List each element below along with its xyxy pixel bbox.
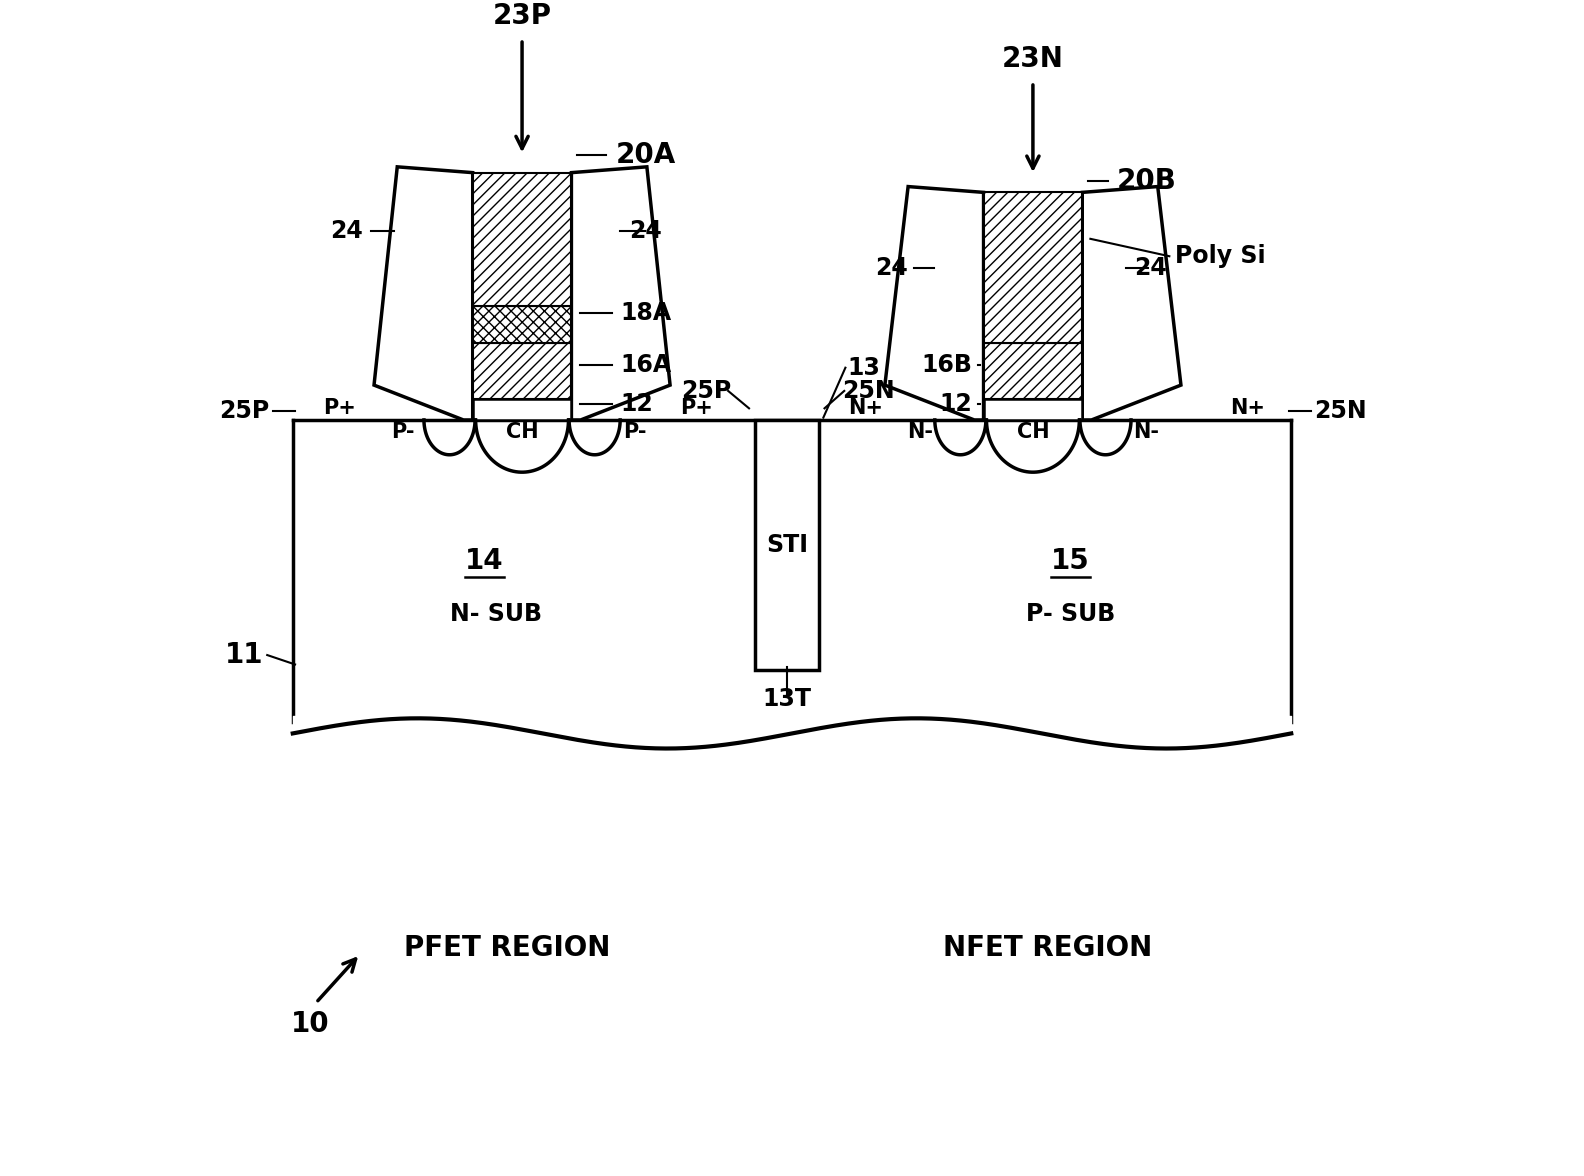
Text: 13T: 13T (762, 687, 811, 710)
Text: 12: 12 (939, 392, 973, 415)
Bar (472, 306, 572, 343)
Text: 25N: 25N (843, 379, 895, 403)
Text: 24: 24 (1134, 256, 1167, 280)
Bar (984, 193, 1082, 343)
Text: 24: 24 (629, 219, 662, 242)
Text: N-: N- (906, 421, 933, 441)
Bar (984, 399, 1082, 420)
Text: 11: 11 (225, 641, 263, 669)
Text: N- SUB: N- SUB (450, 602, 542, 627)
Text: 25P: 25P (219, 399, 269, 422)
Text: N+: N+ (1229, 399, 1264, 419)
Text: P+: P+ (323, 399, 356, 419)
Text: CH: CH (1017, 421, 1049, 441)
Text: P- SUB: P- SUB (1026, 602, 1115, 627)
Text: 14: 14 (466, 547, 504, 575)
Text: 25P: 25P (681, 379, 732, 403)
Text: N+: N+ (847, 399, 882, 419)
Text: 23N: 23N (1003, 45, 1064, 73)
Text: P+: P+ (681, 399, 713, 419)
Text: 12: 12 (621, 392, 653, 415)
Polygon shape (1082, 187, 1182, 420)
Text: NFET REGION: NFET REGION (942, 934, 1152, 962)
Text: PFET REGION: PFET REGION (404, 934, 611, 962)
Text: 24: 24 (329, 219, 363, 242)
Bar (472, 343, 572, 399)
Text: P-: P- (624, 421, 646, 441)
Bar (472, 399, 572, 420)
Text: 20B: 20B (1117, 167, 1177, 195)
Text: 20A: 20A (616, 141, 676, 169)
Text: STI: STI (765, 533, 808, 556)
Bar (984, 343, 1082, 399)
Text: 15: 15 (1052, 547, 1090, 575)
Text: Poly Si: Poly Si (1175, 245, 1266, 268)
Text: 16B: 16B (920, 353, 973, 377)
Bar (472, 173, 572, 306)
Polygon shape (885, 187, 984, 420)
Text: 18A: 18A (621, 301, 672, 325)
Text: N-: N- (1133, 421, 1159, 441)
Bar (756, 420, 819, 669)
Text: CH: CH (505, 421, 539, 441)
Text: 23P: 23P (493, 2, 551, 29)
Polygon shape (374, 167, 472, 420)
Text: 13: 13 (847, 355, 881, 380)
Text: 25N: 25N (1315, 399, 1367, 422)
Text: 16A: 16A (621, 353, 672, 377)
Text: 10: 10 (291, 1010, 329, 1037)
Text: 24: 24 (876, 256, 908, 280)
Polygon shape (572, 167, 670, 420)
Text: P-: P- (391, 421, 415, 441)
